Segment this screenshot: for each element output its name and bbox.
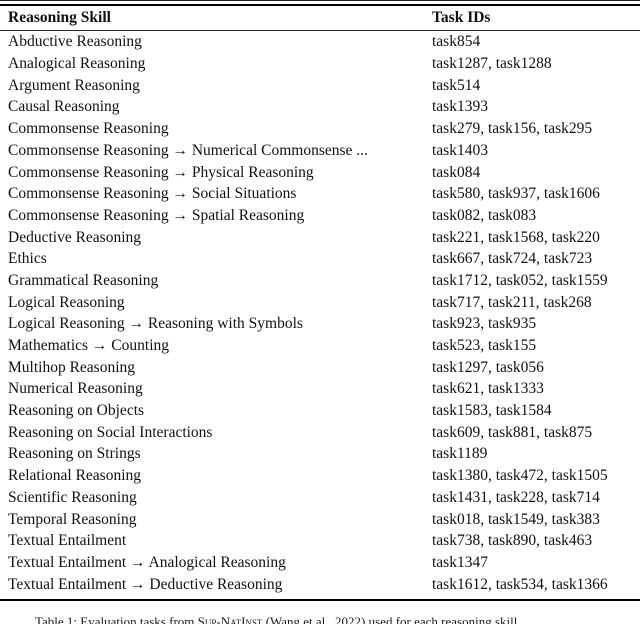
task-ids-cell: task609, task881, task875: [432, 423, 593, 441]
task-ids-cell: task667, task724, task723: [432, 250, 593, 268]
task-ids-cell: task1583, task1584: [432, 402, 552, 420]
caption-prefix: Table 1: Evaluation tasks from: [35, 614, 198, 624]
task-ids-cell: task1612, task534, task1366: [432, 575, 608, 593]
skill-cell: Textual Entailment → Deductive Reasoning: [8, 575, 283, 593]
task-ids-cell: task1347: [432, 553, 488, 571]
table-row: Mathematics → Counting task523, task155: [0, 335, 640, 357]
task-ids-cell: task084: [432, 163, 481, 181]
skill-cell: Analogical Reasoning: [8, 55, 146, 73]
table-row: Commonsense Reasoning → Social Situation…: [0, 183, 640, 205]
task-ids-cell: task1403: [432, 141, 488, 159]
task-ids-cell: task018, task1549, task383: [432, 510, 600, 528]
table-row: Commonsense Reasoning → Numerical Common…: [0, 140, 640, 162]
column-header-task-ids: Task IDs: [432, 9, 491, 26]
skill-cell: Mathematics → Counting: [8, 337, 170, 355]
task-ids-cell: task1712, task052, task1559: [432, 271, 608, 289]
skill-cell: Multihop Reasoning: [8, 358, 136, 376]
table-row: Grammatical Reasoning task1712, task052, …: [0, 270, 640, 292]
skill-cell: Reasoning on Social Interactions: [8, 423, 213, 441]
table-row: Textual Entailment → Analogical Reasonin…: [0, 552, 640, 574]
table-row: Logical Reasoning task717, task211, task2…: [0, 292, 640, 314]
task-ids-cell: task1431, task228, task714: [432, 488, 600, 506]
caption-benchmark-name: Sup-NatInst: [197, 614, 263, 624]
table-row: Analogical Reasoning task1287, task1288: [0, 53, 640, 75]
task-ids-cell: task1393: [432, 98, 488, 116]
skill-cell: Grammatical Reasoning: [8, 271, 159, 289]
table-row: Deductive Reasoning task221, task1568, ta…: [0, 227, 640, 249]
table-row: Relational Reasoning task1380, task472, t…: [0, 465, 640, 487]
task-ids-cell: task854: [432, 33, 481, 51]
skill-cell: Textual Entailment → Analogical Reasonin…: [8, 553, 286, 571]
skill-cell: Commonsense Reasoning → Spatial Reasonin…: [8, 206, 305, 224]
skill-cell: Scientific Reasoning: [8, 488, 137, 506]
table-row: Commonsense Reasoning task279, task156, t…: [0, 118, 640, 140]
task-ids-cell: task738, task890, task463: [432, 532, 593, 550]
skill-cell: Logical Reasoning → Reasoning with Symbo…: [8, 315, 303, 333]
skill-cell: Causal Reasoning: [8, 98, 120, 116]
table-row: Multihop Reasoning task1297, task056: [0, 357, 640, 379]
skill-cell: Reasoning on Objects: [8, 402, 145, 420]
table-header-row: Reasoning Skill Task IDs: [0, 6, 640, 30]
table-row: Textual Entailment → Deductive Reasoning…: [0, 574, 640, 596]
skill-cell: Ethics: [8, 250, 47, 268]
task-ids-cell: task1297, task056: [432, 358, 544, 376]
skill-cell: Textual Entailment: [8, 532, 127, 550]
skill-cell: Temporal Reasoning: [8, 510, 137, 528]
skill-cell: Deductive Reasoning: [8, 228, 142, 246]
top-hairline-rule: [0, 0, 640, 1]
task-ids-cell: task514: [432, 76, 481, 94]
task-ids-cell: task1380, task472, task1505: [432, 467, 608, 485]
skill-cell: Relational Reasoning: [8, 467, 142, 485]
table-row: Reasoning on Objects task1583, task1584: [0, 400, 640, 422]
skill-cell: Argument Reasoning: [8, 76, 140, 94]
task-ids-cell: task1287, task1288: [432, 55, 552, 73]
skill-cell: Commonsense Reasoning → Physical Reasoni…: [8, 163, 314, 181]
skill-cell: Logical Reasoning: [8, 293, 125, 311]
task-ids-cell: task923, task935: [432, 315, 537, 333]
table-row: Scientific Reasoning task1431, task228, t…: [0, 487, 640, 509]
table-row: Argument Reasoning task514: [0, 75, 640, 97]
task-ids-cell: task523, task155: [432, 337, 537, 355]
skill-cell: Reasoning on Strings: [8, 445, 141, 463]
table-row: Abductive Reasoning task854: [0, 31, 640, 53]
table-row: Textual Entailment task738, task890, task…: [0, 530, 640, 552]
caption-suffix: (Wang et al., 2022) used for each reason…: [262, 614, 521, 624]
top-rule: [0, 4, 640, 6]
skill-cell: Commonsense Reasoning → Numerical Common…: [8, 141, 368, 159]
table-caption: Table 1: Evaluation tasks from Sup-NatIn…: [0, 613, 640, 624]
table-row: Ethics task667, task724, task723: [0, 248, 640, 270]
table-row: Causal Reasoning task1393: [0, 96, 640, 118]
task-ids-cell: task082, task083: [432, 206, 537, 224]
table-row: Numerical Reasoning task621, task1333: [0, 378, 640, 400]
task-ids-cell: task279, task156, task295: [432, 120, 593, 138]
header-separator-rule: [0, 30, 640, 32]
task-ids-cell: task621, task1333: [432, 380, 544, 398]
task-ids-cell: task221, task1568, task220: [432, 228, 600, 246]
table-body: Abductive Reasoning task854 Analogical Re…: [0, 31, 640, 595]
table-row: Reasoning on Strings task1189: [0, 443, 640, 465]
skill-cell: Numerical Reasoning: [8, 380, 143, 398]
task-ids-cell: task580, task937, task1606: [432, 185, 600, 203]
table-row: Logical Reasoning → Reasoning with Symbo…: [0, 313, 640, 335]
table-row: Reasoning on Social Interactions task609,…: [0, 422, 640, 444]
skill-cell: Commonsense Reasoning → Social Situation…: [8, 185, 297, 203]
skill-cell: Abductive Reasoning: [8, 33, 142, 51]
task-ids-cell: task717, task211, task268: [432, 293, 592, 311]
task-ids-cell: task1189: [432, 445, 488, 463]
skill-cell: Commonsense Reasoning: [8, 120, 169, 138]
column-header-reasoning-skill: Reasoning Skill: [8, 9, 111, 26]
table-row: Commonsense Reasoning → Physical Reasoni…: [0, 162, 640, 184]
bottom-rule: [0, 599, 640, 602]
table-row: Temporal Reasoning task018, task1549, tas…: [0, 509, 640, 531]
table-row: Commonsense Reasoning → Spatial Reasonin…: [0, 205, 640, 227]
